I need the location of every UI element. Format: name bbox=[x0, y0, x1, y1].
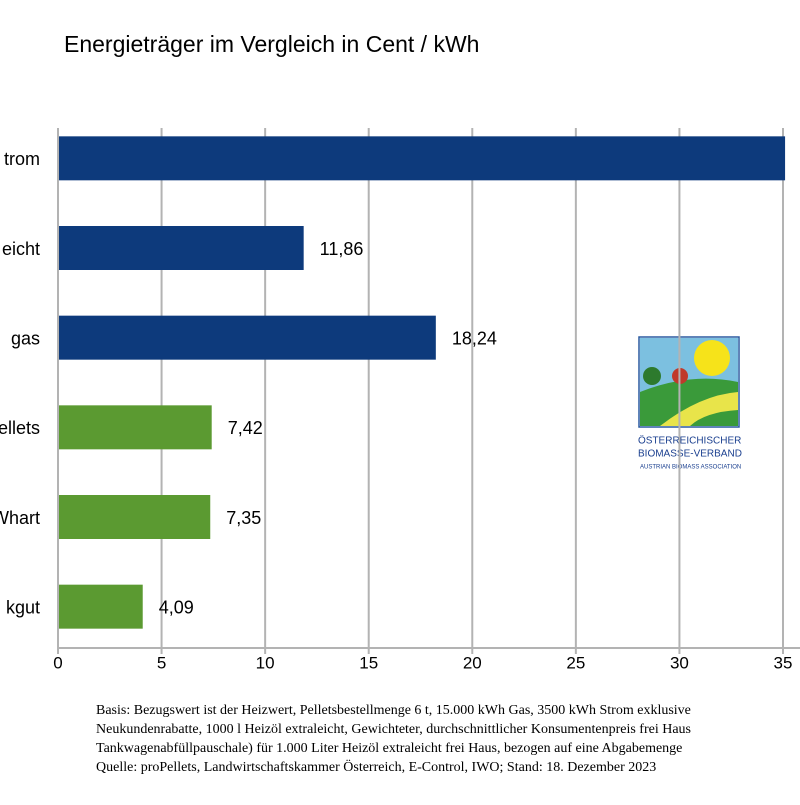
y-tick-label: trom bbox=[4, 149, 40, 169]
x-tick-label: 10 bbox=[256, 653, 275, 672]
logo-tree bbox=[643, 367, 661, 385]
x-tick-label: 35 bbox=[774, 653, 793, 672]
bar bbox=[58, 136, 786, 181]
logo-sun bbox=[694, 340, 730, 376]
y-tick-label: eicht bbox=[2, 239, 40, 259]
logo-text: Biomasse-Verband bbox=[638, 449, 742, 460]
y-tick-label: Whart bbox=[0, 508, 40, 528]
x-tick-label: 20 bbox=[463, 653, 482, 672]
value-label: 11,86 bbox=[320, 239, 364, 259]
x-tick-label: 5 bbox=[157, 653, 166, 672]
x-tick-label: 15 bbox=[359, 653, 378, 672]
logo-hill bbox=[640, 378, 738, 426]
bar bbox=[58, 495, 211, 539]
value-label: 4,09 bbox=[159, 597, 194, 617]
bar bbox=[58, 584, 143, 629]
bar bbox=[58, 315, 436, 360]
footnote: Basis: Bezugswert ist der Heizwert, Pell… bbox=[96, 703, 691, 718]
bar bbox=[58, 226, 304, 270]
value-label: 7,35 bbox=[226, 508, 261, 528]
chart-title: Energieträger im Vergleich in Cent / kWh bbox=[64, 31, 479, 57]
logo: Österreichischer Biomasse-Verband Austri… bbox=[638, 336, 742, 471]
x-tick-label: 30 bbox=[670, 653, 689, 672]
logo-text: Österreichischer bbox=[638, 435, 741, 447]
y-tick-label: ellets bbox=[0, 418, 40, 438]
footnote: Tankwagenabfüllpauschale) für 1.000 Lite… bbox=[96, 741, 682, 756]
value-label: 18,24 bbox=[452, 328, 497, 348]
value-label: 7,42 bbox=[228, 418, 263, 438]
bar bbox=[58, 405, 212, 450]
y-tick-label: kgut bbox=[6, 597, 40, 617]
footnote: Quelle: proPellets, Landwirtschaftskamme… bbox=[96, 758, 656, 775]
x-tick-label: 25 bbox=[566, 653, 585, 672]
footnote: Neukundenrabatte, 1000 l Heizöl extralei… bbox=[96, 722, 691, 737]
y-tick-label: gas bbox=[11, 328, 40, 348]
logo-text: Austrian Biomass Association bbox=[640, 465, 741, 471]
x-tick-label: 0 bbox=[53, 653, 62, 672]
